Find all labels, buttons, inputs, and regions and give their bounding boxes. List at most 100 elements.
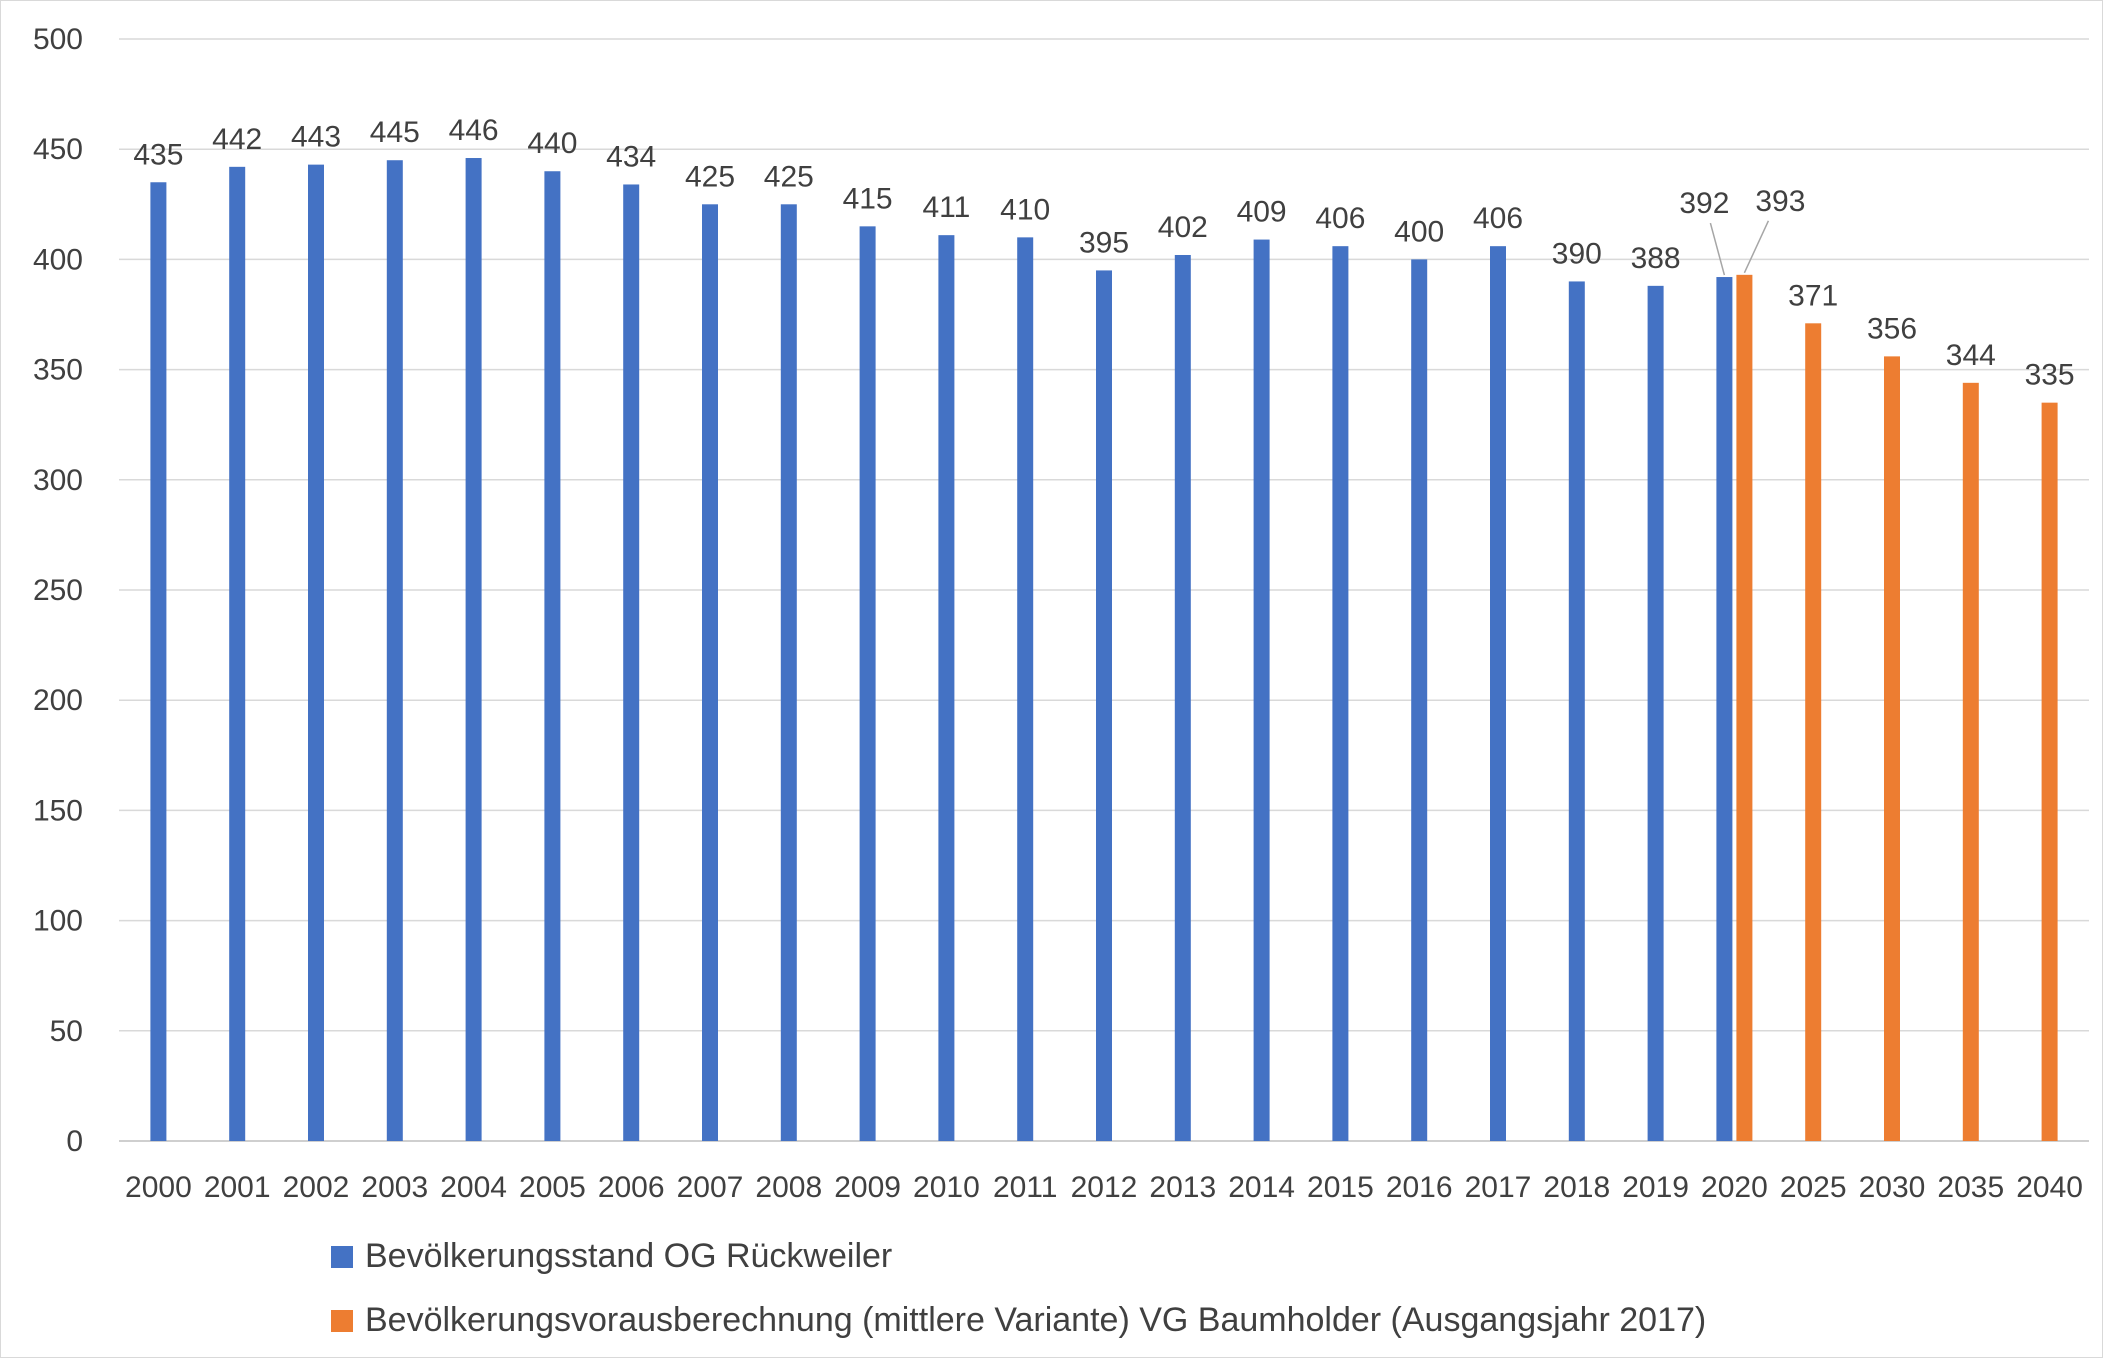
data-label: 425 <box>685 160 735 193</box>
data-label: 443 <box>291 121 341 154</box>
data-label: 402 <box>1158 211 1208 244</box>
y-tick-label: 200 <box>33 684 83 717</box>
data-label: 442 <box>212 123 262 156</box>
y-tick-label: 450 <box>33 133 83 166</box>
data-label: 344 <box>1946 339 1996 372</box>
x-tick-label: 2018 <box>1543 1171 1610 1204</box>
x-tick-label: 2002 <box>283 1171 350 1204</box>
bar-population <box>150 182 167 1141</box>
legend-label-series-2: Bevölkerungsvorausberechnung (mittlere V… <box>365 1301 1707 1339</box>
data-label: 410 <box>1000 193 1050 226</box>
bar-population <box>780 204 797 1142</box>
x-tick-label: 2025 <box>1780 1171 1847 1204</box>
y-tick-label: 0 <box>66 1125 83 1158</box>
x-tick-label: 2040 <box>2016 1171 2083 1204</box>
bar-population <box>544 171 561 1142</box>
x-axis-ticks: 2000 2001 2002 2003 2004 2005 2006 2007 2008 2009… <box>125 1171 2083 1204</box>
bar-projection <box>2041 402 2058 1141</box>
x-tick-label: 2013 <box>1149 1171 1216 1204</box>
x-tick-label: 2020 <box>1701 1171 1768 1204</box>
x-tick-label: 2030 <box>1859 1171 1926 1204</box>
label-leader-line <box>1709 222 1726 276</box>
bar-population <box>859 226 876 1142</box>
bar-population <box>938 235 955 1141</box>
data-label: 390 <box>1552 237 1602 270</box>
bar-projection <box>1962 382 1979 1142</box>
data-label: 335 <box>2025 359 2075 392</box>
bar-population <box>1096 270 1112 1141</box>
data-label: 400 <box>1394 215 1444 248</box>
x-tick-label: 2015 <box>1307 1171 1374 1204</box>
bar-population <box>1411 259 1428 1141</box>
data-label: 434 <box>606 140 656 173</box>
x-tick-label: 2009 <box>834 1171 901 1204</box>
x-tick-label: 2012 <box>1071 1171 1138 1204</box>
x-tick-label: 2006 <box>598 1171 665 1204</box>
x-tick-label: 2011 <box>993 1171 1058 1204</box>
x-tick-label: 2014 <box>1228 1171 1295 1204</box>
bar-population <box>623 184 640 1142</box>
legend-swatch-series-1 <box>331 1245 353 1268</box>
x-tick-label: 2000 <box>125 1171 192 1204</box>
data-label: 445 <box>370 116 420 149</box>
bar-projection <box>1884 356 1900 1142</box>
x-tick-label: 2035 <box>1937 1171 2004 1204</box>
x-tick-label: 2005 <box>519 1171 586 1204</box>
bar-population <box>308 164 324 1142</box>
y-tick-label: 500 <box>33 23 83 56</box>
y-tick-label: 300 <box>33 464 83 497</box>
y-tick-label: 250 <box>33 574 83 607</box>
data-label: 395 <box>1079 226 1129 259</box>
data-label: 371 <box>1788 279 1838 312</box>
data-label: 425 <box>764 160 814 193</box>
legend-item-series-1: Bevölkerungsstand OG Rückweiler <box>331 1237 892 1276</box>
data-label: 435 <box>133 138 183 171</box>
data-label: 393 <box>1755 185 1805 218</box>
bar-population <box>229 166 246 1141</box>
data-label: 411 <box>922 191 970 224</box>
data-label: 446 <box>449 114 499 147</box>
bar-population <box>1017 237 1034 1142</box>
data-label: 409 <box>1237 196 1287 229</box>
bar-population <box>1253 239 1270 1142</box>
data-labels: 435 442 443 445 446 440 434 425 425 415 411 410 395 4… <box>133 114 2074 392</box>
data-label: 356 <box>1867 312 1917 345</box>
legend-swatch-series-2 <box>331 1309 353 1332</box>
bar-population <box>702 204 718 1142</box>
data-label: 440 <box>527 127 577 160</box>
x-tick-label: 2003 <box>361 1171 428 1204</box>
data-label: 392 <box>1679 187 1729 220</box>
bar-population <box>1568 281 1585 1141</box>
x-tick-label: 2004 <box>440 1171 507 1204</box>
y-tick-label: 350 <box>33 354 83 387</box>
y-axis-ticks: 0 50 100 150 200 250 300 350 400 450 500 <box>33 23 83 1158</box>
bar-population <box>1174 254 1191 1141</box>
bar-population <box>1716 277 1733 1142</box>
data-label: 406 <box>1473 202 1523 235</box>
bars <box>150 158 2058 1142</box>
y-tick-label: 150 <box>33 794 83 827</box>
bar-population <box>1332 246 1349 1141</box>
x-tick-label: 2017 <box>1465 1171 1532 1204</box>
bar-population <box>1490 246 1506 1141</box>
x-tick-label: 2019 <box>1622 1171 1689 1204</box>
data-label: 415 <box>843 182 893 215</box>
bar-projection <box>1736 274 1753 1141</box>
bar-population <box>465 158 482 1142</box>
x-tick-label: 2001 <box>204 1171 271 1204</box>
bar-population <box>1647 285 1664 1141</box>
bar-projection <box>1805 323 1822 1141</box>
data-label: 406 <box>1315 202 1365 235</box>
y-tick-label: 400 <box>33 243 83 276</box>
x-tick-label: 2007 <box>677 1171 744 1204</box>
legend-label-series-1: Bevölkerungsstand OG Rückweiler <box>365 1237 893 1275</box>
label-leader-line <box>1743 220 1770 274</box>
y-tick-label: 100 <box>33 905 83 938</box>
x-tick-label: 2008 <box>755 1171 822 1204</box>
data-label: 388 <box>1631 242 1681 275</box>
bar-population <box>386 160 403 1142</box>
legend-item-series-2: Bevölkerungsvorausberechnung (mittlere V… <box>331 1301 1706 1340</box>
x-tick-label: 2016 <box>1386 1171 1453 1204</box>
